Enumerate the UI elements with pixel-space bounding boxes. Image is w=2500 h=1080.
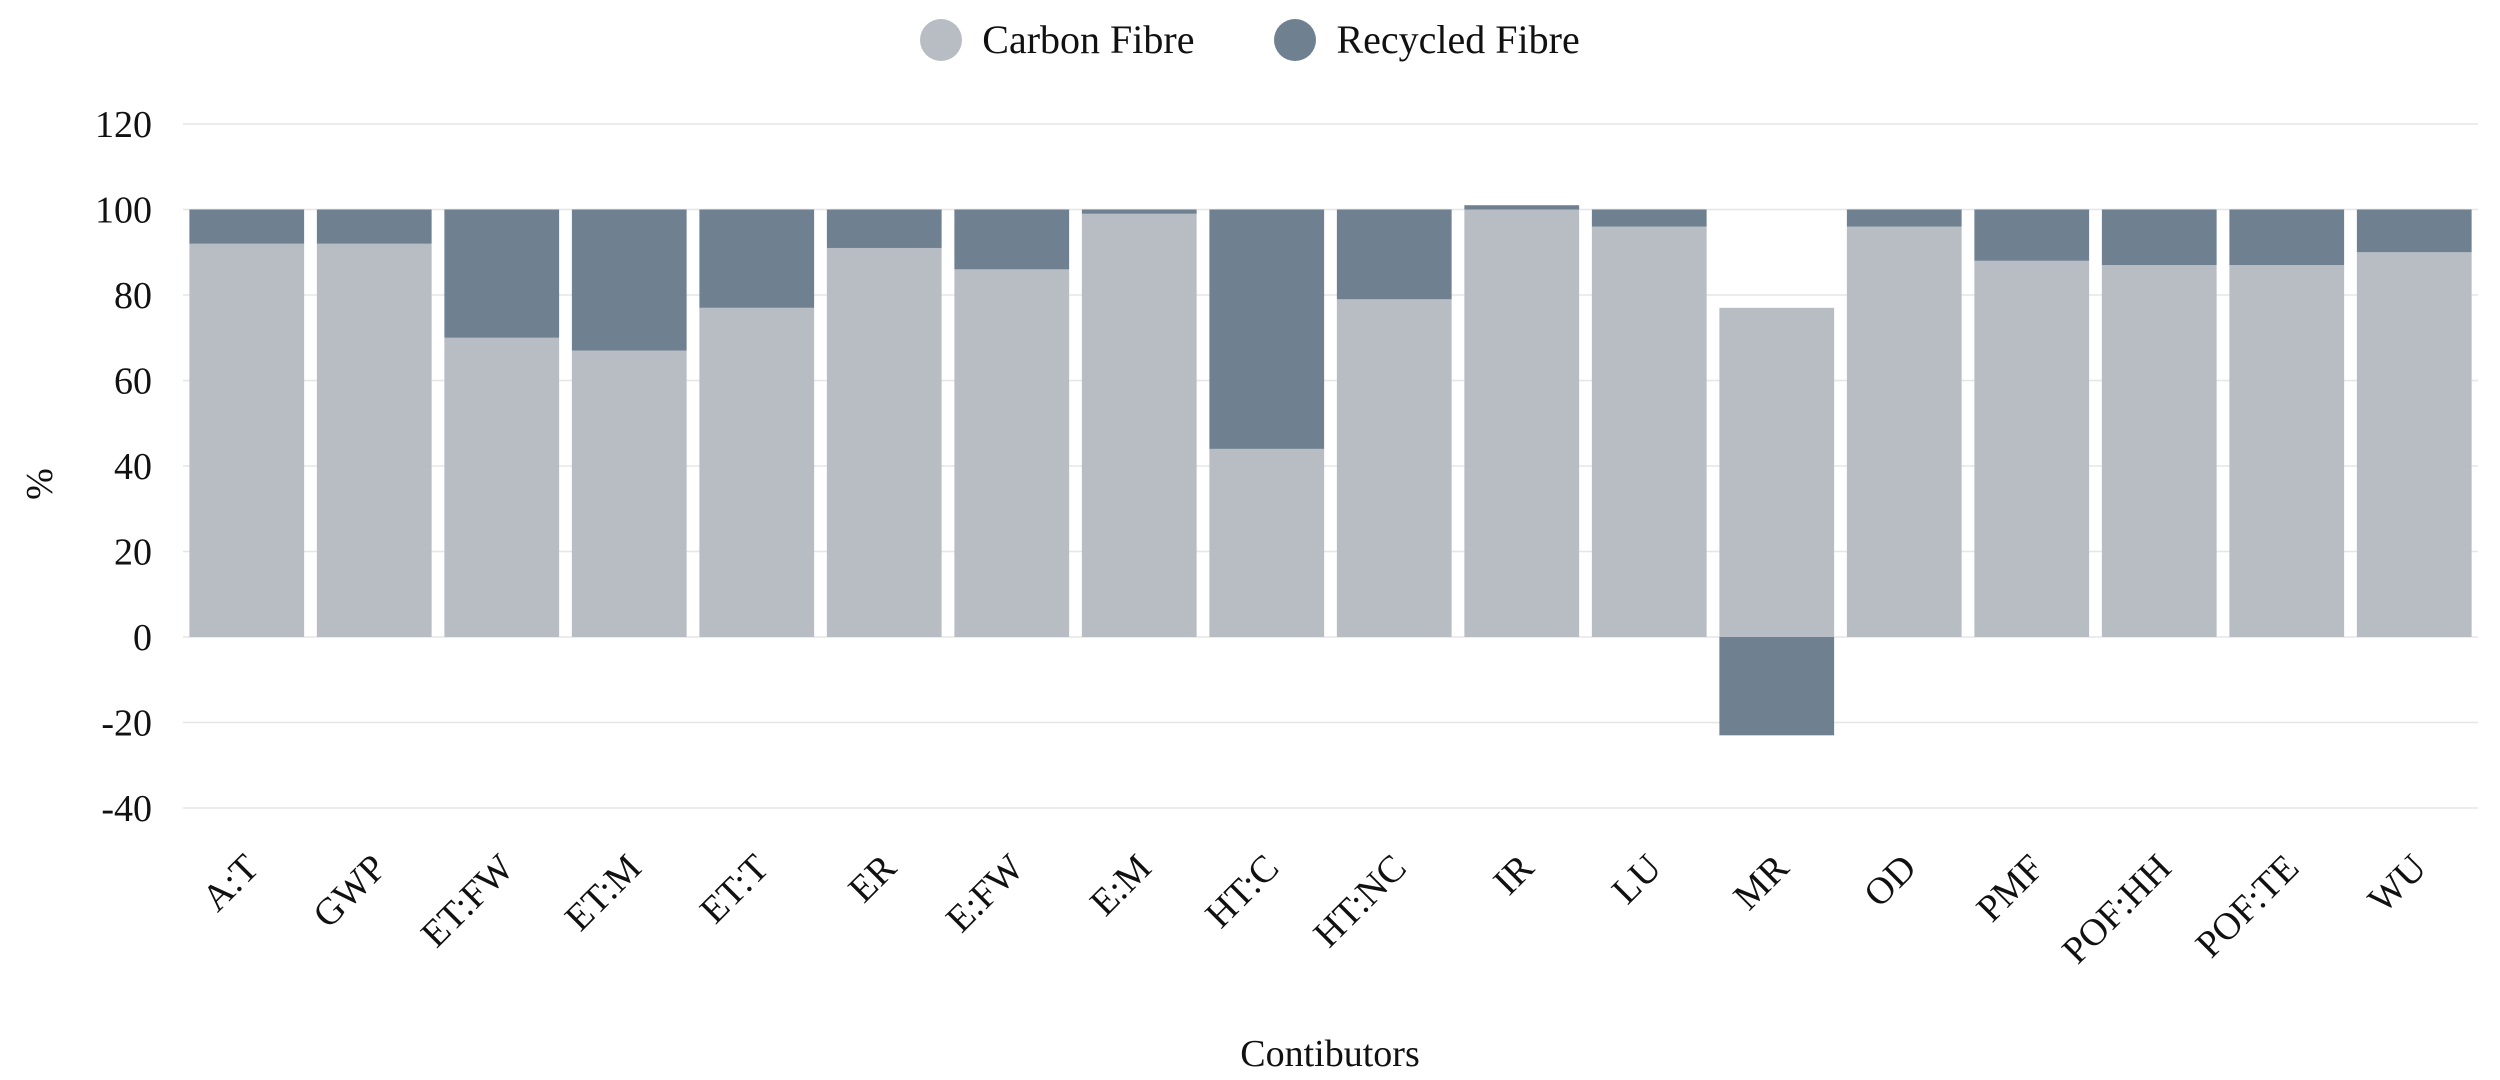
bar-recycled-fibre-wu[interactable]	[2356, 209, 2472, 253]
bar-carbon-fibre-lu[interactable]	[1591, 226, 1707, 637]
y-axis-ticks: -40 -20 0 20 40 60 80 100 120	[95, 104, 152, 830]
x-tick-label: ET:FW	[413, 847, 522, 956]
x-tick-label: LU	[1604, 847, 1670, 913]
x-tick-label: POF:TE	[2188, 847, 2307, 966]
bar-recycled-fibre-ht-nc[interactable]	[1336, 209, 1452, 300]
bar-recycled-fibre-et-m[interactable]	[571, 209, 687, 351]
bar-carbon-fibre-e-fw[interactable]	[954, 269, 1070, 637]
gridlines	[183, 123, 2478, 809]
bar-carbon-fibre-pof-hh[interactable]	[2101, 265, 2217, 637]
y-tick-label: 40	[114, 446, 152, 488]
x-tick-label: ET:T	[692, 847, 777, 932]
bar-carbon-fibre-ht-c[interactable]	[1209, 448, 1325, 637]
legend-item-recycled-fibre[interactable]: Recycled Fibre	[1274, 16, 1580, 63]
y-tick-label: 120	[95, 104, 152, 146]
x-axis-title: Contibutors	[1240, 1033, 1419, 1075]
x-tick-label: MR	[1726, 846, 1798, 918]
legend-swatch-carbon-fibre	[920, 18, 963, 61]
bar-recycled-fibre-et-t[interactable]	[699, 209, 815, 308]
x-tick-label: IR	[1486, 846, 1543, 903]
bar-carbon-fibre-ir[interactable]	[1464, 209, 1580, 638]
y-tick-label: 20	[114, 532, 152, 574]
bar-carbon-fibre-a-t[interactable]	[189, 243, 305, 637]
bar-carbon-fibre-ht-nc[interactable]	[1336, 299, 1452, 637]
x-tick-label: HT:C	[1198, 847, 1288, 937]
x-tick-label: ET:M	[557, 847, 650, 940]
x-tick-label: PMF	[1969, 847, 2052, 930]
x-tick-label: WU	[2360, 847, 2434, 921]
x-axis-ticks: A:T GWP ET:FW ET:M ET:T ER E:FW E:M HT:C HT:NC IR L…	[194, 846, 2434, 972]
bar-carbon-fibre-et-t[interactable]	[699, 307, 815, 637]
legend: Carbon Fibre Recycled Fibre	[0, 16, 2500, 63]
y-tick-label: 60	[114, 361, 152, 403]
x-tick-label: HT:NC	[1306, 847, 1415, 956]
y-tick-label: 100	[95, 190, 152, 232]
bar-recycled-fibre-et-fw[interactable]	[444, 209, 560, 338]
bar-recycled-fibre-ir[interactable]	[1464, 205, 1580, 210]
bar-recycled-fibre-lu[interactable]	[1591, 209, 1707, 227]
legend-swatch-recycled-fibre	[1274, 18, 1317, 61]
x-tick-label: A:T	[194, 847, 267, 920]
legend-label-recycled-fibre: Recycled Fibre	[1336, 17, 1580, 62]
bar-recycled-fibre-od[interactable]	[1846, 209, 1962, 227]
bar-recycled-fibre-er[interactable]	[826, 209, 942, 248]
bar-recycled-fibre-pmf[interactable]	[1974, 209, 2090, 261]
bar-recycled-fibre-pof-te[interactable]	[2229, 209, 2345, 266]
bar-carbon-fibre-pof-te[interactable]	[2229, 265, 2345, 637]
legend-label-carbon-fibre: Carbon Fibre	[982, 17, 1195, 62]
bar-carbon-fibre-gwp[interactable]	[316, 243, 432, 637]
x-tick-label: GWP	[305, 847, 394, 936]
x-tick-label: OD	[1856, 847, 1925, 916]
bar-recycled-fibre-mr[interactable]	[1719, 637, 1835, 736]
bars	[189, 205, 2472, 736]
x-tick-label: E:M	[1082, 847, 1159, 924]
bar-carbon-fibre-pmf[interactable]	[1974, 260, 2090, 637]
y-tick-label: -40	[101, 788, 152, 830]
bar-recycled-fibre-e-fw[interactable]	[954, 209, 1070, 270]
y-tick-label: -20	[101, 703, 152, 745]
bar-carbon-fibre-od[interactable]	[1846, 226, 1962, 637]
bar-carbon-fibre-er[interactable]	[826, 247, 942, 637]
bar-carbon-fibre-mr[interactable]	[1719, 307, 1835, 637]
y-tick-label: 0	[133, 617, 152, 659]
x-tick-label: ER	[841, 846, 905, 910]
y-tick-label: 80	[114, 275, 152, 317]
bar-carbon-fibre-et-m[interactable]	[571, 350, 687, 637]
bar-recycled-fibre-ht-c[interactable]	[1209, 209, 1325, 449]
x-tick-label: E:FW	[938, 847, 1032, 941]
bar-carbon-fibre-e-m[interactable]	[1081, 213, 1197, 637]
bar-recycled-fibre-a-t[interactable]	[189, 209, 305, 244]
bar-recycled-fibre-gwp[interactable]	[316, 209, 432, 244]
legend-item-carbon-fibre[interactable]: Carbon Fibre	[920, 16, 1194, 63]
x-tick-label: POF:HH	[2054, 847, 2179, 972]
y-axis-title: %	[19, 468, 61, 500]
bar-recycled-fibre-pof-hh[interactable]	[2101, 209, 2217, 266]
bar-recycled-fibre-e-m[interactable]	[1081, 209, 1197, 214]
bar-carbon-fibre-wu[interactable]	[2356, 252, 2472, 637]
bar-carbon-fibre-et-fw[interactable]	[444, 337, 560, 637]
